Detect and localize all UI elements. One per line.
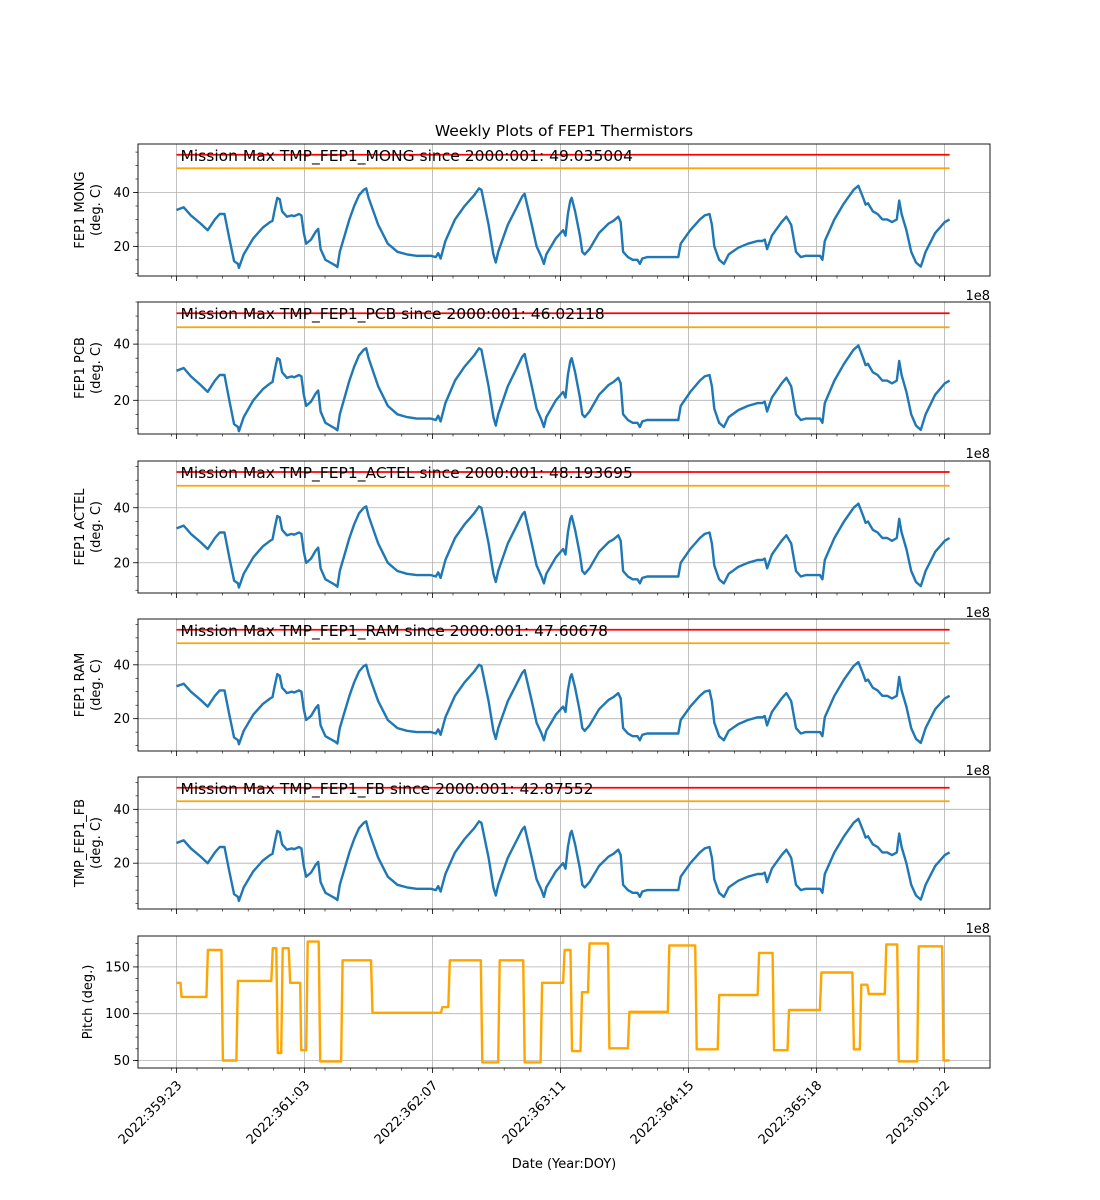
x-tick-label: 2022:359:23	[116, 1078, 185, 1147]
y-tick-label: 40	[113, 186, 130, 201]
mission-max-annotation: Mission Max TMP_FEP1_RAM since 2000:001:…	[181, 622, 609, 641]
chart-title: Weekly Plots of FEP1 Thermistors	[435, 122, 693, 140]
y-tick-label: 50	[113, 1054, 130, 1069]
x-tick-label: 2022:363:11	[500, 1078, 569, 1147]
y-axis-label: (deg. C)	[89, 817, 104, 869]
y-axis-label: FEP1 ACTEL	[73, 488, 88, 566]
axes-frame	[137, 935, 991, 1069]
x-offset-text: 1e8	[965, 922, 990, 937]
x-offset-text: 1e8	[965, 447, 990, 462]
x-tick-labels: 2022:359:23 2022:361:03 2022:362:07 2022:36…	[116, 1078, 953, 1147]
panel-actel: 20 40 Mission Max TMP_FEP1_ACTEL since 200…	[73, 460, 991, 621]
x-tick-label: 2022:365:18	[756, 1078, 825, 1147]
panels: 20 40 Mission Max TMP_FEP1_MONG since 2000…	[73, 143, 991, 1073]
mission-max-annotation: Mission Max TMP_FEP1_ACTEL since 2000:00…	[181, 464, 633, 483]
x-offset-text: 1e8	[965, 764, 990, 779]
axes-frame	[137, 143, 991, 277]
temperature-series	[176, 817, 951, 903]
mission-max-annotation: Mission Max TMP_FEP1_FB since 2000:001: …	[181, 780, 594, 799]
axes-frame	[137, 301, 991, 435]
y-axis-label: FEP1 MONG	[73, 171, 88, 248]
x-tick-label: 2023:001:22	[884, 1078, 953, 1147]
x-axis-label: Date (Year:DOY)	[512, 1157, 617, 1172]
y-axis-label: Pitch (deg.)	[81, 965, 96, 1040]
axes-frame	[137, 618, 991, 752]
y-axis-label: (deg. C)	[89, 184, 104, 236]
y-tick-label: 40	[113, 803, 130, 818]
y-tick-label: 20	[113, 857, 130, 872]
axes-frame	[137, 776, 991, 910]
temperature-series	[176, 502, 951, 589]
x-tick-label: 2022:364:15	[628, 1078, 697, 1147]
x-tick-label: 2022:362:07	[372, 1078, 441, 1147]
mission-max-annotation: Mission Max TMP_FEP1_MONG since 2000:001…	[181, 147, 633, 166]
y-tick-label: 150	[105, 960, 130, 975]
y-tick-label: 100	[105, 1007, 130, 1022]
axes-frame	[137, 460, 991, 594]
mission-max-annotation: Mission Max TMP_FEP1_PCB since 2000:001:…	[181, 305, 605, 324]
panel-pitch: 50 100 150 Pitch (deg.)	[81, 935, 991, 1073]
y-tick-label: 40	[113, 338, 130, 353]
y-axis-label: FEP1 RAM	[73, 653, 88, 718]
x-offset-text: 1e8	[965, 289, 990, 304]
y-tick-label: 20	[113, 240, 130, 255]
y-tick-label: 20	[113, 394, 130, 409]
panel-fb: 20 40 Mission Max TMP_FEP1_FB since 2000:0…	[73, 776, 991, 937]
x-tick-label: 2022:361:03	[244, 1078, 313, 1147]
temperature-series	[176, 184, 951, 270]
temperature-series	[176, 660, 951, 746]
y-tick-label: 20	[113, 712, 130, 727]
y-axis-label: (deg. C)	[89, 659, 104, 711]
panel-mong: 20 40 Mission Max TMP_FEP1_MONG since 2000…	[73, 143, 991, 304]
y-axis-label: TMP_FEP1_FB	[73, 799, 88, 888]
panel-ram: 20 40 Mission Max TMP_FEP1_RAM since 2000:…	[73, 618, 991, 779]
y-tick-label: 20	[113, 556, 130, 571]
x-offset-text: 1e8	[965, 606, 990, 621]
y-axis-label: (deg. C)	[89, 342, 104, 394]
temperature-series	[176, 344, 951, 433]
y-tick-label: 40	[113, 658, 130, 673]
y-axis-label: FEP1 PCB	[73, 337, 88, 399]
pitch-series	[176, 940, 950, 1064]
y-tick-label: 40	[113, 501, 130, 516]
y-axis-label: (deg. C)	[89, 501, 104, 553]
panel-pcb: 20 40 Mission Max TMP_FEP1_PCB since 2000:…	[73, 301, 991, 462]
